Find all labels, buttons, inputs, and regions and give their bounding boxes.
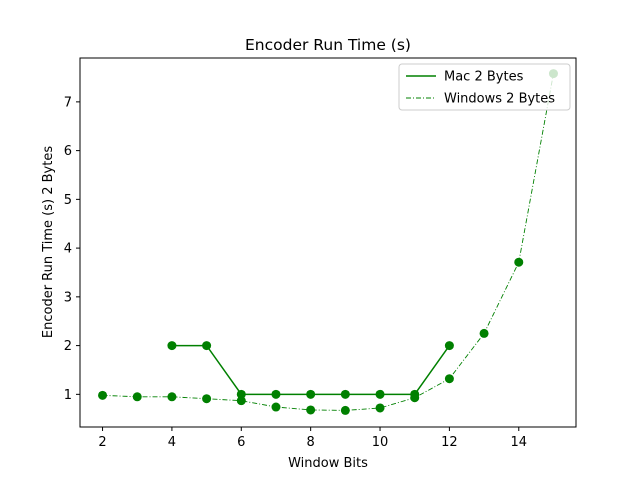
legend: Mac 2 Bytes Windows 2 Bytes [398, 63, 571, 111]
y-tick-label: 4 [64, 242, 72, 257]
y-tick-label: 3 [64, 290, 72, 305]
y-axis-label: Encoder Run Time (s) 2 Bytes [41, 146, 56, 338]
plot-area [79, 57, 577, 428]
legend-label-1: Mac 2 Bytes [444, 70, 524, 85]
y-tick-label: 2 [64, 339, 72, 354]
series-1-point [375, 389, 385, 399]
series-1-point [202, 341, 212, 351]
series-2-point [202, 394, 212, 404]
x-tick-label: 8 [307, 435, 315, 450]
y-tick-label: 5 [64, 193, 72, 208]
series-1-point [271, 389, 281, 399]
series-2-point [444, 374, 454, 384]
x-tick-label: 2 [98, 435, 106, 450]
x-tick-label: 12 [441, 435, 458, 450]
series-2-point [479, 328, 489, 338]
series-1-point [167, 341, 177, 351]
chart-title: Encoder Run Time (s) [245, 36, 411, 54]
series-1-point [340, 389, 350, 399]
x-tick-label: 14 [510, 435, 527, 450]
y-tick-label: 7 [64, 95, 72, 110]
x-tick-label: 10 [372, 435, 389, 450]
x-axis: 2 4 6 8 10 12 14 [98, 427, 527, 450]
legend-label-2: Windows 2 Bytes [444, 92, 555, 107]
plot-frame [79, 57, 577, 428]
series-1-point [236, 389, 246, 399]
series-2-point [271, 402, 281, 412]
series-2-point [375, 403, 385, 413]
x-axis-label: Window Bits [288, 456, 368, 471]
y-tick-label: 1 [64, 388, 72, 403]
legend-box [398, 63, 571, 111]
series-2-point [132, 392, 142, 402]
x-tick-label: 6 [237, 435, 245, 450]
series-2-point [410, 393, 420, 403]
series-2-point [167, 392, 177, 402]
series-2-point [306, 405, 316, 415]
y-axis: 1 2 3 4 5 6 7 [64, 95, 80, 403]
series-line-2 [102, 73, 554, 411]
series-1-point [306, 389, 316, 399]
series-2-point [98, 390, 108, 400]
series-1-point [444, 341, 454, 351]
y-tick-label: 6 [64, 144, 72, 159]
x-tick-label: 4 [168, 435, 176, 450]
series-2-point [514, 257, 524, 267]
series-2-point [340, 405, 350, 415]
series-2-point [236, 396, 246, 406]
